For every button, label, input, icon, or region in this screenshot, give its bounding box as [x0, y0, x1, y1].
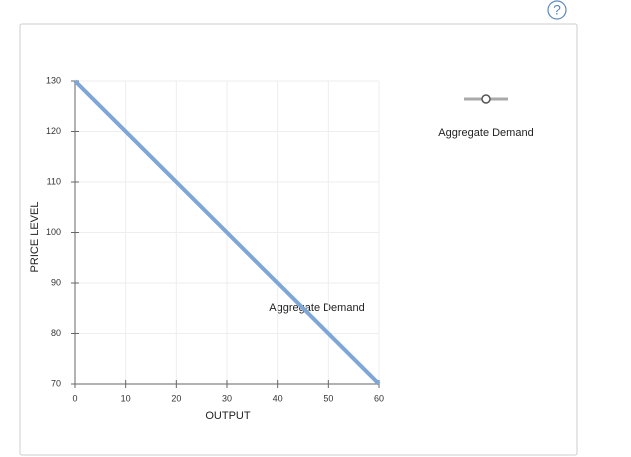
y-tick-label: 70	[51, 378, 61, 388]
y-tick-label: 120	[46, 126, 61, 136]
legend-marker	[481, 94, 491, 104]
legend-label: Aggregate Demand	[438, 127, 533, 139]
x-axis-label: OUTPUT	[205, 410, 251, 422]
y-axis-label: PRICE LEVEL	[29, 202, 41, 273]
y-tick-label: 110	[47, 176, 61, 186]
x-tick-label: 50	[323, 393, 333, 403]
x-tick-label: 60	[374, 393, 384, 403]
series-line	[73, 79, 381, 386]
x-tick-label: 20	[171, 393, 181, 403]
y-tick-label: 130	[46, 75, 61, 85]
x-tick-label: 10	[121, 393, 131, 403]
y-tick-label: 80	[51, 328, 61, 338]
help-icon[interactable]: ?	[553, 2, 561, 18]
help-button[interactable]	[547, 0, 567, 20]
y-tick-label: 100	[46, 227, 61, 237]
y-tick-label: 90	[51, 277, 61, 287]
x-tick-label: 0	[72, 393, 77, 403]
x-tick-label: 30	[222, 393, 232, 403]
annotation: Aggregate Demand	[269, 302, 364, 314]
x-tick-label: 40	[273, 393, 283, 403]
panel	[19, 23, 578, 456]
